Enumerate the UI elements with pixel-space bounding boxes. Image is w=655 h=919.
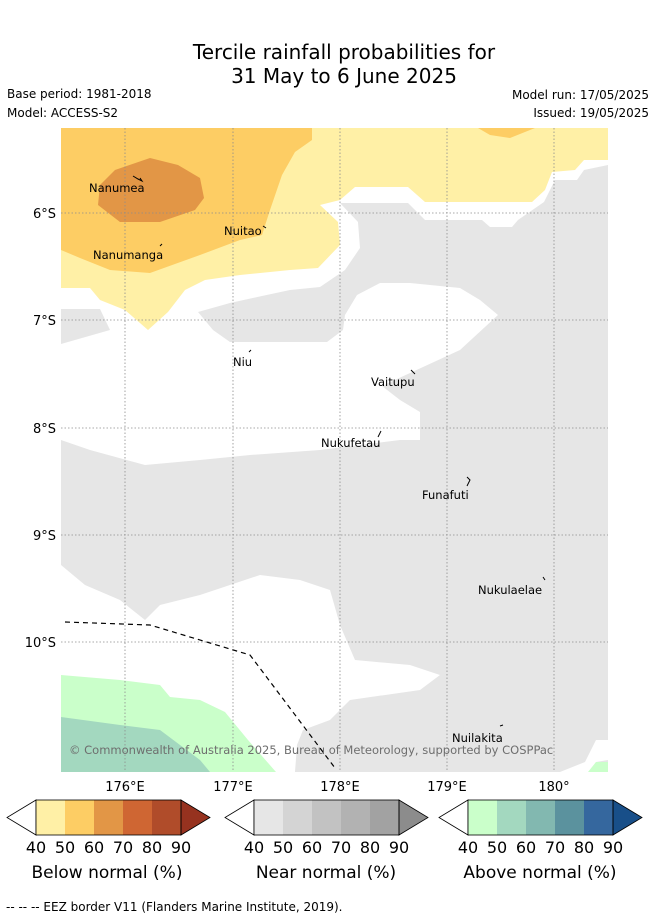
island-label-nukufetau: Nukufetau [321, 436, 380, 450]
near-normal-legend-title: Near normal (%) [255, 863, 397, 883]
lon-label-179e: 179°E [427, 780, 467, 795]
above-normal-colorbar-tick: 60 [516, 838, 536, 857]
below-normal-colorbar-tick: 60 [84, 838, 104, 857]
above-normal-colorbar-high-arrow [612, 799, 643, 836]
above-normal-colorbar: 40 50 60 70 80 90 [438, 799, 643, 857]
model-name: Model: ACCESS-S2 [7, 106, 119, 120]
near-normal-colorbar-segment [283, 800, 312, 835]
model-run: Model run: 17/05/2025 [511, 88, 649, 102]
near-normal-colorbar-tick: 70 [331, 838, 351, 857]
above-normal-colorbar-segment [468, 800, 497, 835]
near-normal-colorbar-tick: 40 [244, 838, 264, 857]
island-label-niu: Niu [233, 355, 252, 369]
island-outlines [132, 175, 546, 727]
near-normal-region [61, 165, 608, 772]
below-normal-colorbar-segment [36, 800, 65, 835]
near-normal-colorbar-tick: 60 [302, 838, 322, 857]
below-normal-colorbar-segment [152, 800, 181, 835]
island-shape-niu [248, 349, 252, 353]
above-normal-colorbar-low-arrow [438, 799, 469, 836]
below-normal-colorbar-high-arrow [180, 799, 211, 836]
below-normal-colorbar-tick: 70 [113, 838, 133, 857]
island-shape-nanumea [132, 175, 144, 183]
map-area: Nanumea Nuitao Nanumanga Niu Vaitupu Nuk… [61, 128, 608, 772]
title-line-1: Tercile rainfall probabilities for [192, 40, 496, 64]
near-normal-colorbar-segment [341, 800, 370, 835]
near-normal-colorbar-border [253, 799, 400, 836]
island-label-vaitupu: Vaitupu [371, 375, 415, 389]
above-normal-colorbar-tick: 40 [458, 838, 478, 857]
above-normal-colorbar-tick: 90 [603, 838, 623, 857]
near-normal-colorbar-tick: 80 [360, 838, 380, 857]
below-normal-60-region [98, 158, 204, 222]
below-normal-colorbar-tick: 80 [142, 838, 162, 857]
above-normal-colorbar-segment [526, 800, 555, 835]
eez-border-legend: -- -- -- EEZ border V11 (Flanders Marine… [6, 900, 343, 914]
island-label-nanumea: Nanumea [89, 181, 145, 195]
above-normal-colorbar-segment [497, 800, 526, 835]
copyright-notice: © Commonwealth of Australia 2025, Bureau… [69, 743, 553, 757]
below-normal-colorbar-segment [94, 800, 123, 835]
near-normal-colorbar-low-arrow [224, 799, 255, 836]
island-label-nanumanga: Nanumanga [93, 248, 163, 262]
lat-label-10s: 10°S [25, 636, 56, 651]
above-normal-40-region-east [588, 762, 608, 772]
lon-label-177e: 177°E [213, 780, 253, 795]
above-normal-colorbar-border [467, 799, 614, 836]
below-normal-colorbar-border [35, 799, 182, 836]
below-normal-50-region-top [478, 128, 535, 138]
issued-date: Issued: 19/05/2025 [533, 106, 649, 120]
island-shape-funafuti [466, 476, 471, 487]
eez-border-line [64, 621, 336, 769]
near-normal-colorbar-tick: 90 [389, 838, 409, 857]
lat-label-9s: 9°S [33, 529, 56, 544]
title-line-2: 31 May to 6 June 2025 [231, 64, 457, 88]
above-normal-colorbar-segment [555, 800, 584, 835]
near-normal-colorbar: 40 50 60 70 80 90 [224, 799, 429, 857]
below-normal-colorbar-tick: 90 [171, 838, 191, 857]
near-normal-region-east [588, 294, 605, 322]
below-normal-colorbar-segment [123, 800, 152, 835]
below-normal-colorbar-low-arrow [6, 799, 37, 836]
lon-label-176e: 176°E [105, 780, 145, 795]
island-shape-nuitao [262, 225, 267, 229]
lat-label-8s: 8°S [33, 422, 56, 437]
below-normal-colorbar-tick: 50 [55, 838, 75, 857]
island-label-funafuti: Funafuti [422, 488, 469, 502]
above-normal-colorbar-tick: 80 [574, 838, 594, 857]
lat-label-6s: 6°S [33, 207, 56, 222]
above-normal-colorbar-tick: 70 [545, 838, 565, 857]
above-normal-colorbar-tick: 50 [487, 838, 507, 857]
near-normal-colorbar-segment [370, 800, 399, 835]
island-shape-nukulaelae [542, 576, 546, 581]
island-shape-vaitupu [410, 369, 416, 375]
near-normal-colorbar-segment [312, 800, 341, 835]
lon-label-178e: 178°E [320, 780, 360, 795]
below-normal-colorbar-tick: 40 [26, 838, 46, 857]
island-shape-nanumanga [159, 243, 163, 247]
near-normal-colorbar-high-arrow [398, 799, 429, 836]
base-period: Base period: 1981-2018 [7, 87, 152, 101]
above-normal-legend-title: Above normal (%) [463, 863, 617, 883]
above-normal-50-region [61, 717, 210, 772]
above-normal-colorbar-segment [584, 800, 613, 835]
below-normal-colorbar-segment [65, 800, 94, 835]
island-shape-nuilakita [499, 724, 504, 727]
island-shape-nukufetau [377, 430, 382, 438]
near-normal-colorbar-tick: 50 [273, 838, 293, 857]
below-normal-legend-title: Below normal (%) [31, 863, 183, 883]
map-title: Tercile rainfall probabilities for 31 Ma… [0, 40, 655, 88]
near-normal-colorbar-segment [254, 800, 283, 835]
lat-label-7s: 7°S [33, 314, 56, 329]
island-label-nukulaelae: Nukulaelae [478, 583, 542, 597]
near-normal-region-west [61, 309, 110, 344]
island-label-nuitao: Nuitao [224, 224, 262, 238]
map-gridlines [61, 128, 608, 772]
lon-label-180: 180° [538, 780, 569, 795]
below-normal-colorbar: 40 50 60 70 80 90 [6, 799, 211, 857]
island-label-nuilakita: Nuilakita [452, 731, 503, 745]
colorbar-legends: 40 50 60 70 80 90 40 50 60 70 80 90 40 50 60 70 80 90 [6, 799, 643, 857]
